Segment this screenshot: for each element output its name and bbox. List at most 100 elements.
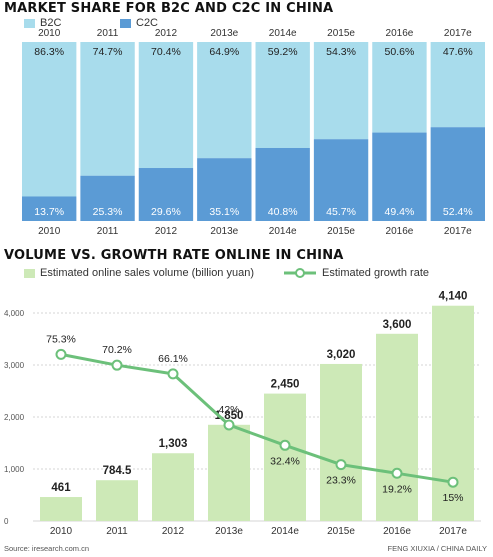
category-label-bottom: 2012 [155, 226, 178, 237]
volume-growth-title: VOLUME VS. GROWTH RATE ONLINE IN CHINA [4, 248, 344, 263]
c2c-value-label: 29.6% [151, 206, 181, 218]
source-note: Source: iresearch.com.cn [4, 544, 90, 553]
volume-value-label: 3,600 [383, 319, 412, 331]
volume-bar [40, 497, 82, 521]
growth-rate-point [391, 467, 403, 479]
growth-rate-label: 75.3% [46, 333, 76, 345]
growth-rate-point [447, 476, 459, 488]
category-label-top: 2011 [97, 28, 119, 39]
category-label-top: 2012 [155, 28, 178, 39]
c2c-bar [197, 158, 252, 221]
b2c-value-label: 70.4% [151, 46, 181, 58]
category-label-top: 2015e [327, 28, 355, 39]
legend-growth-marker [284, 268, 316, 278]
legend-growth-label: Estimated growth rate [322, 267, 429, 279]
b2c-value-label: 86.3% [34, 46, 64, 58]
credit-note: FENG XIUXIA / CHINA DAILY [387, 544, 487, 553]
volume-bar [96, 480, 138, 521]
c2c-value-label: 13.7% [34, 206, 64, 218]
category-label-bottom: 2014e [269, 226, 297, 237]
growth-rate-label: 42% [218, 404, 239, 416]
volume-value-label: 461 [51, 482, 71, 494]
growth-rate-label: 15% [442, 492, 463, 504]
c2c-bar [255, 147, 310, 221]
market-share-title: MARKET SHARE FOR B2C AND C2C IN CHINA [4, 1, 334, 16]
volume-bar [320, 363, 362, 521]
b2c-bar [138, 42, 194, 169]
legend-b2c-label: B2C [40, 17, 62, 29]
volume-value-label: 4,140 [439, 291, 468, 303]
x-tick-label: 2013e [215, 526, 243, 537]
category-label-top: 2017e [444, 28, 472, 39]
growth-rate-point [167, 368, 179, 380]
category-label-bottom: 2011 [97, 226, 119, 237]
b2c-bar [372, 42, 427, 133]
growth-rate-line [60, 352, 454, 484]
growth-rate-point [223, 419, 235, 431]
x-tick-label: 2011 [106, 526, 128, 537]
legend-volume-label: Estimated online sales volume (billion y… [40, 267, 254, 279]
y-tick-label: 0 [4, 517, 9, 526]
volume-bar [376, 333, 418, 521]
c2c-value-label: 25.3% [93, 206, 123, 218]
volume-bar [432, 305, 474, 521]
growth-rate-point [335, 459, 347, 471]
legend-b2c-swatch [24, 18, 35, 28]
growth-rate-label: 70.2% [102, 344, 132, 356]
volume-value-label: 2,450 [271, 379, 300, 391]
c2c-value-label: 40.8% [268, 206, 298, 218]
category-label-bottom: 2013e [210, 226, 238, 237]
legend-volume: Estimated online sales volume (billion y… [24, 267, 254, 279]
volume-bar [208, 424, 250, 521]
legend-c2c-label: C2C [136, 17, 159, 29]
category-label-bottom: 2010 [38, 226, 61, 237]
c2c-bar [372, 132, 427, 221]
c2c-value-label: 35.1% [209, 206, 239, 218]
y-tick-label: 1,000 [4, 465, 25, 474]
b2c-bar [80, 42, 135, 176]
c2c-value-label: 45.7% [326, 206, 356, 218]
c2c-bar [80, 175, 135, 221]
category-label-bottom: 2016e [386, 226, 414, 237]
volume-bar [264, 393, 306, 521]
market-share-chart: 2010 86.3% 13.7% 2010 2011 74.7% 25.3% 2011 2012… [22, 28, 485, 237]
x-tick-label: 2016e [383, 526, 411, 537]
volume-value-label: 3,020 [327, 349, 356, 361]
x-tick-label: 2012 [162, 526, 185, 537]
volume-value-label: 1,303 [159, 438, 188, 450]
b2c-bar [22, 42, 77, 197]
b2c-value-label: 50.6% [385, 46, 415, 58]
b2c-bar [313, 42, 369, 140]
x-tick-label: 2010 [50, 526, 73, 537]
legend-volume-swatch [24, 268, 35, 278]
category-label-top: 2014e [269, 28, 297, 39]
c2c-bar [138, 168, 194, 221]
growth-rate-point [279, 439, 291, 451]
volume-bar [152, 453, 194, 521]
y-tick-label: 2,000 [4, 413, 25, 422]
category-label-top: 2013e [210, 28, 238, 39]
x-tick-label: 2017e [439, 526, 467, 537]
b2c-bar [197, 42, 252, 159]
legend-c2c: C2C [120, 17, 158, 29]
b2c-value-label: 74.7% [93, 46, 123, 58]
category-label-top: 2016e [386, 28, 414, 39]
growth-rate-label: 32.4% [270, 455, 300, 467]
growth-rate-label: 23.3% [326, 475, 356, 487]
category-label-bottom: 2015e [327, 226, 355, 237]
b2c-value-label: 59.2% [268, 46, 298, 58]
category-label-top: 2010 [38, 28, 61, 39]
b2c-bar [255, 42, 310, 148]
b2c-value-label: 54.3% [326, 46, 356, 58]
growth-rate-label: 66.1% [158, 353, 188, 365]
legend-c2c-swatch [120, 18, 131, 28]
volume-value-label: 784.5 [103, 465, 132, 477]
growth-rate-point [55, 348, 67, 360]
c2c-bar [313, 139, 369, 221]
b2c-bar [430, 42, 485, 128]
b2c-value-label: 47.6% [443, 46, 473, 58]
x-tick-label: 2014e [271, 526, 299, 537]
c2c-value-label: 49.4% [385, 206, 415, 218]
c2c-value-label: 52.4% [443, 206, 473, 218]
